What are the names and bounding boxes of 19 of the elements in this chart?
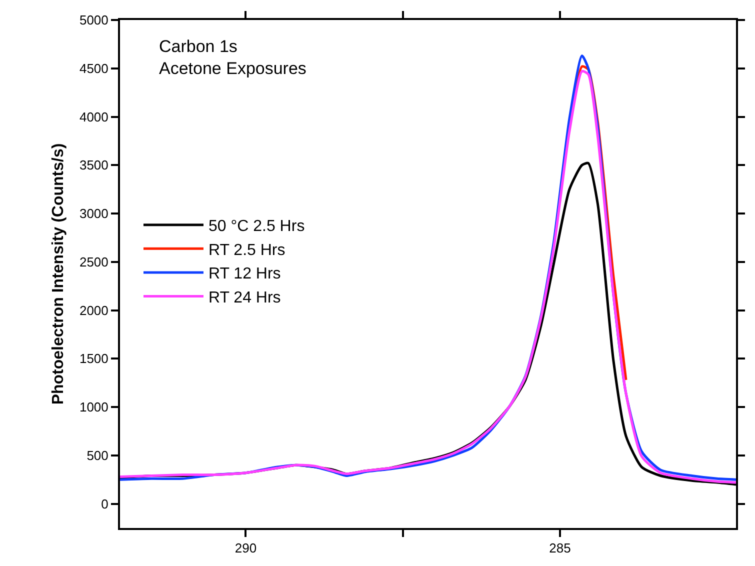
y-tick-label: 3500: [79, 158, 108, 173]
y-tick-label: 1500: [79, 351, 108, 366]
x-tick-label: 290: [234, 540, 257, 556]
legend-label: RT 24 Hrs: [208, 290, 281, 306]
y-tick-label: 2000: [79, 302, 108, 318]
y-tick-label: 0: [101, 496, 108, 512]
y-tick-label: 1000: [79, 400, 108, 415]
y-tick-label: 4000: [79, 109, 108, 124]
y-tick-label: 5000: [79, 12, 108, 28]
y-tick-label: 3000: [79, 206, 108, 222]
y-tick-label: 500: [86, 448, 108, 463]
y-tick-label: 4500: [79, 60, 108, 76]
x-tick-label: 285: [549, 540, 571, 556]
legend-label: RT 2.5 Hrs: [208, 242, 286, 259]
annotation: Carbon 1s Acetone Exposures: [159, 37, 306, 78]
y-tick-label: 2500: [79, 254, 108, 270]
legend-label: 50 °C 2.5 Hrs: [208, 218, 305, 236]
legend-label: RT 12 Hrs: [208, 266, 281, 283]
y-axis-title: Photoelectron Intensity (Counts/s): [50, 143, 67, 405]
